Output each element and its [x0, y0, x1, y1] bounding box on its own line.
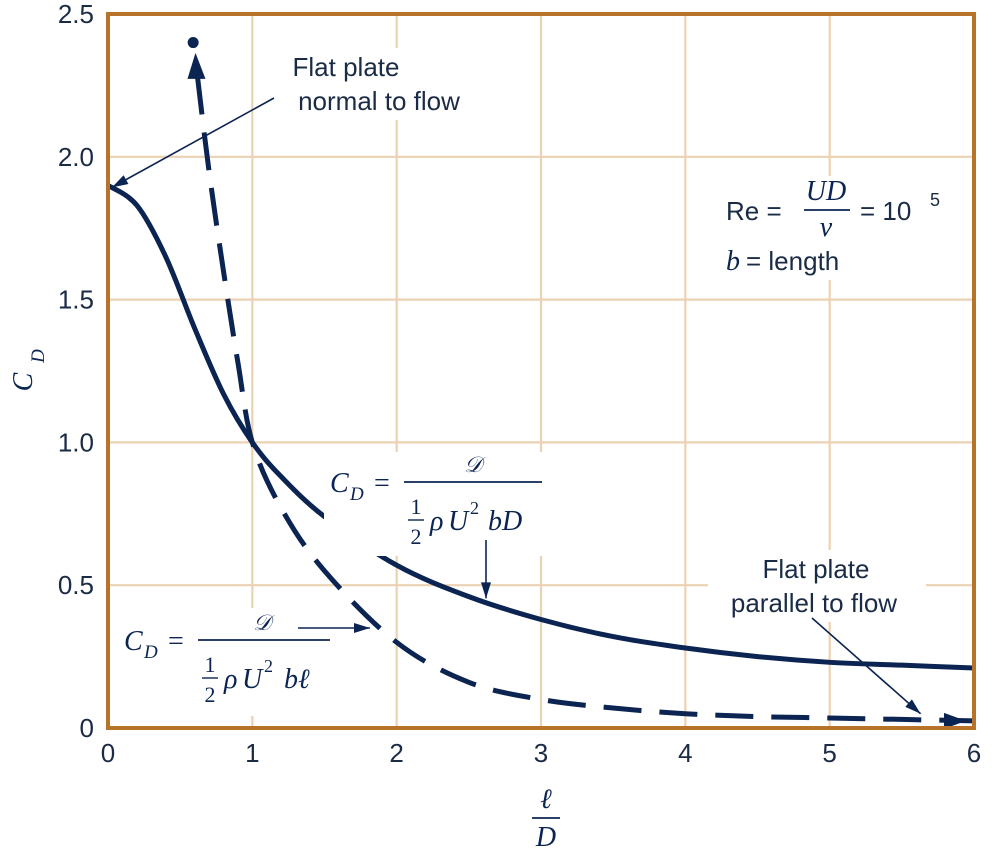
re-suffix: = 10 [860, 196, 911, 226]
formula-cd-bd-half-num: 1 [411, 494, 422, 519]
formula-cd-bl-half-num: 1 [205, 652, 216, 677]
x-axis-label-bottom: D [535, 822, 556, 852]
x-tick-label-2: 2 [389, 738, 403, 768]
x-tick-label-3: 3 [534, 738, 548, 768]
formula-cd-bl-half-den: 2 [205, 682, 216, 707]
pointer-parallel-to-flow-head [905, 699, 921, 714]
formula-cd-bd-u: U [448, 506, 470, 537]
formula-cd-bl-drag: 𝒟 [253, 611, 275, 636]
formula-cd-bd-u-exp: 2 [470, 498, 479, 518]
annotation-parallel-bg [708, 550, 926, 622]
annotation-parallel-line2: parallel to flow [731, 588, 897, 618]
y-axis-label: C D [8, 349, 49, 391]
y-tick-label-1: 0.5 [58, 570, 94, 600]
formula-cd-bd-tail: bD [488, 506, 522, 537]
pointer-normal-to-flow-head [112, 175, 129, 188]
re-exponent: 5 [930, 190, 940, 210]
annotation-parallel-line1: Flat plate [763, 554, 870, 584]
dashed-curve [195, 76, 975, 724]
curves [106, 37, 975, 729]
formula-cd-bd: C D = 𝒟 1 2 ρ U 2 bD [324, 452, 550, 556]
tick-labels: 0 1 2 3 4 5 6 0 0.5 1.0 1.5 2.0 2.5 [58, 0, 981, 768]
formula-cd-bd-half-den: 2 [411, 524, 422, 549]
b-description: = length [746, 246, 839, 276]
x-tick-label-1: 1 [245, 738, 259, 768]
x-tick-label-6: 6 [967, 738, 981, 768]
x-axis-label: ℓ D [532, 784, 560, 852]
x-tick-label-4: 4 [678, 738, 692, 768]
pointer-normal-to-flow [111, 97, 275, 189]
pointer-parallel-to-flow [811, 617, 922, 715]
annotation-normal-line1: Flat plate [293, 52, 400, 82]
formula-cd-bl-rho: ρ [223, 664, 237, 695]
annotation-pointers [111, 97, 922, 715]
y-axis-label-main: C [8, 372, 39, 391]
formula-cd-bl-bg [120, 608, 344, 716]
y-tick-label-4: 2.0 [58, 142, 94, 172]
x-tick-label-5: 5 [822, 738, 836, 768]
annotation-normal-bg [272, 48, 484, 120]
y-tick-label-2: 1.0 [58, 427, 94, 457]
re-prefix: Re = [726, 196, 782, 226]
formula-cd-bl-tail: bℓ [284, 664, 310, 695]
formula-cd-bd-sub: D [349, 484, 364, 505]
b-variable: b [726, 246, 740, 277]
formula-cd-bd-c: C [330, 468, 349, 499]
formula-cd-bl-u-exp: 2 [264, 656, 273, 676]
y-tick-label-0: 0 [80, 713, 94, 743]
pointer-formula-bl-head [354, 623, 370, 633]
solid-curve [106, 183, 975, 671]
formula-cd-bd-bg [324, 452, 550, 556]
x-axis-label-top: ℓ [540, 784, 552, 815]
dashed-arrow-top [187, 52, 206, 79]
reynolds-annotation: Re = UD ν = 10 5 b = length [716, 176, 952, 280]
plot-frame [106, 12, 976, 730]
formula-cd-bd-drag: 𝒟 [464, 453, 486, 478]
formula-cd-bl: C D = 𝒟 1 2 ρ U 2 bℓ [120, 608, 344, 716]
pointer-formula-bd-head [481, 582, 491, 599]
y-tick-label-5: 2.5 [58, 0, 94, 29]
annotation-normal-line2: normal to flow [298, 86, 460, 116]
dashed-arrow-end [944, 712, 966, 729]
data-point-max [187, 37, 199, 49]
formula-cd-bl-u: U [242, 664, 264, 695]
re-denominator: ν [820, 212, 833, 243]
formula-cd-bl-eq: = [168, 626, 184, 657]
formula-cd-bd-eq: = [374, 468, 390, 499]
y-axis-label-sub: D [28, 349, 49, 364]
x-tick-label-0: 0 [101, 738, 115, 768]
formula-cd-bl-c: C [124, 626, 143, 657]
reynolds-annotation-bg [716, 176, 952, 280]
formula-cd-bl-sub: D [143, 642, 158, 663]
re-numerator: UD [806, 176, 846, 207]
y-tick-label-3: 1.5 [58, 285, 94, 315]
formula-cd-bd-rho: ρ [429, 506, 443, 537]
